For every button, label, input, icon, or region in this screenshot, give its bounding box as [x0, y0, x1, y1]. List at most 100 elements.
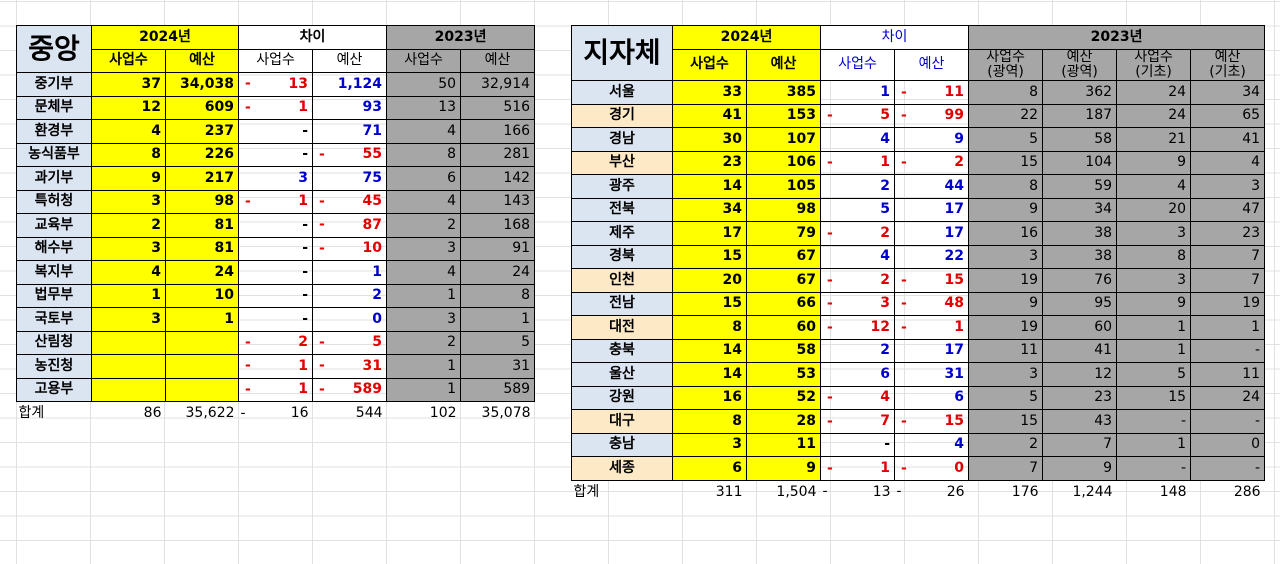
budget-2023: 32,914 [460, 72, 536, 97]
count-metro-2023: 15 [968, 150, 1044, 176]
table-row: 광주 14 105 2 44 8 59 4 3 [571, 174, 1266, 199]
budget-2023: 281 [460, 142, 536, 167]
minus-sign: - [822, 483, 828, 500]
count-metro-2023: 5 [968, 127, 1044, 152]
count-diff: - [238, 260, 314, 285]
diff-value: 93 [362, 99, 383, 116]
row-name: 제주 [571, 221, 673, 246]
table-row: 부산 23 106-1-2 15 104 9 4 [571, 150, 1266, 176]
minus-sign: - [827, 459, 833, 476]
minus-sign: - [901, 412, 907, 429]
diff-value: 7 [880, 412, 891, 429]
budget-basic-2023: 47 [1190, 197, 1266, 223]
count-2024: 8 [672, 409, 747, 434]
count-diff: - [238, 119, 314, 144]
row-name: 광주 [571, 174, 673, 199]
diff-value: 48 [944, 295, 965, 312]
count-basic-2023: 21 [1116, 127, 1192, 152]
minus-sign: - [827, 271, 833, 288]
diff-value: - [302, 216, 309, 233]
budget-2024: 98 [164, 189, 240, 214]
row-name: 부산 [571, 150, 673, 176]
count-basic-2023: 24 [1116, 80, 1192, 105]
budget-diff: -2 [894, 150, 970, 176]
budget-2023: 142 [460, 166, 536, 191]
minus-sign: - [827, 412, 833, 429]
budget-basic-2023: 3 [1190, 174, 1266, 199]
count-metro-2023: 15 [968, 409, 1044, 434]
count-basic-2023: 3 [1116, 221, 1192, 246]
minus-sign: - [901, 459, 907, 476]
table-row: 문체부 12 609-1 93 13 516 [16, 95, 536, 120]
central-col-budget-2023: 예산 [460, 48, 536, 73]
diff-value: - [302, 287, 309, 304]
table-row: 울산 14 53 6 31 3 12 5 11 [571, 362, 1266, 387]
budget-2024: 105 [745, 174, 822, 199]
count-metro-2023: 3 [968, 244, 1044, 270]
table-row: 국토부 3 1-0 3 1 [16, 307, 536, 332]
budget-2023: 1 [460, 307, 536, 332]
count-diff: -2 [820, 268, 896, 293]
budget-metro-2023: 104 [1042, 150, 1118, 176]
count-diff: - [238, 213, 314, 238]
diff-value: 2 [372, 287, 383, 304]
table-row: 충남 3 11 - 4 2 7 1 0 [571, 432, 1266, 458]
row-name: 충북 [571, 338, 673, 364]
minus-sign: - [319, 216, 325, 233]
budget-2024: 609 [164, 95, 240, 120]
budget-diff: 1,124 [312, 72, 388, 97]
count-metro-2023: 9 [968, 291, 1044, 317]
budget-diff: - 48 [894, 291, 970, 317]
minus-sign: - [319, 334, 325, 351]
row-name: 경남 [571, 127, 673, 152]
count-2024: 2 [91, 213, 166, 238]
count-2024: 34 [672, 197, 747, 223]
local-col-budget-diff: 예산 [894, 48, 970, 82]
count-diff: -1 [238, 354, 314, 379]
count-2023: 2 [386, 330, 462, 355]
table-row: 농진청 -1-31 1 31 [16, 354, 536, 379]
diff-value: 31 [362, 357, 383, 374]
count-2023: 1 [386, 283, 462, 308]
total-count-2024: 86 [143, 404, 162, 421]
count-metro-2023: 9 [968, 197, 1044, 223]
budget-metro-2023: 38 [1042, 221, 1118, 246]
diff-value: 16 [290, 404, 309, 421]
local-col-count-metro-2023: 사업수 (광역) [968, 48, 1044, 82]
count-2024: 14 [672, 338, 747, 364]
local-col-count-2024: 사업수 [672, 48, 747, 82]
local-diff-header: 차이 [820, 25, 970, 50]
count-2024: 8 [91, 142, 166, 167]
diff-value: 3 [880, 295, 891, 312]
diff-value: 2 [880, 224, 891, 241]
count-2024: 9 [91, 166, 166, 191]
budget-basic-2023: 1 [1190, 315, 1266, 340]
budget-2024: 107 [745, 127, 822, 152]
diff-value: 17 [944, 342, 965, 359]
budget-basic-2023: - [1190, 456, 1266, 481]
table-row: 강원 16 52-4 6 5 23 15 24 [571, 385, 1266, 411]
budget-diff: - 87 [312, 213, 388, 238]
minus-sign: - [901, 318, 907, 335]
budget-basic-2023: 11 [1190, 362, 1266, 387]
table-row: 전북 34 98 5 17 9 34 20 47 [571, 197, 1266, 223]
diff-value: 5 [372, 334, 383, 351]
minus-sign: - [319, 146, 325, 163]
budget-metro-2023: 9 [1042, 456, 1118, 481]
table-row: 경남 30 107 4 9 5 58 21 41 [571, 127, 1266, 152]
count-2024: 3 [91, 189, 166, 214]
central-title: 중앙 [16, 25, 92, 73]
diff-value: 5 [880, 201, 891, 218]
count-2024: 14 [672, 174, 747, 199]
count-2023: 4 [386, 119, 462, 144]
total-label: 합계 [18, 404, 45, 421]
budget-metro-2023: 23 [1042, 385, 1118, 411]
count-2024: 6 [672, 456, 747, 481]
diff-value: 9 [954, 130, 965, 147]
minus-sign: - [240, 404, 246, 421]
total-count-diff: - 16 [239, 402, 313, 426]
row-name: 과기부 [16, 166, 92, 191]
count-diff: 5 [820, 197, 896, 223]
table-row: 대전 8 60-12-1 19 60 1 1 [571, 315, 1266, 340]
diff-value: 4 [880, 389, 891, 406]
